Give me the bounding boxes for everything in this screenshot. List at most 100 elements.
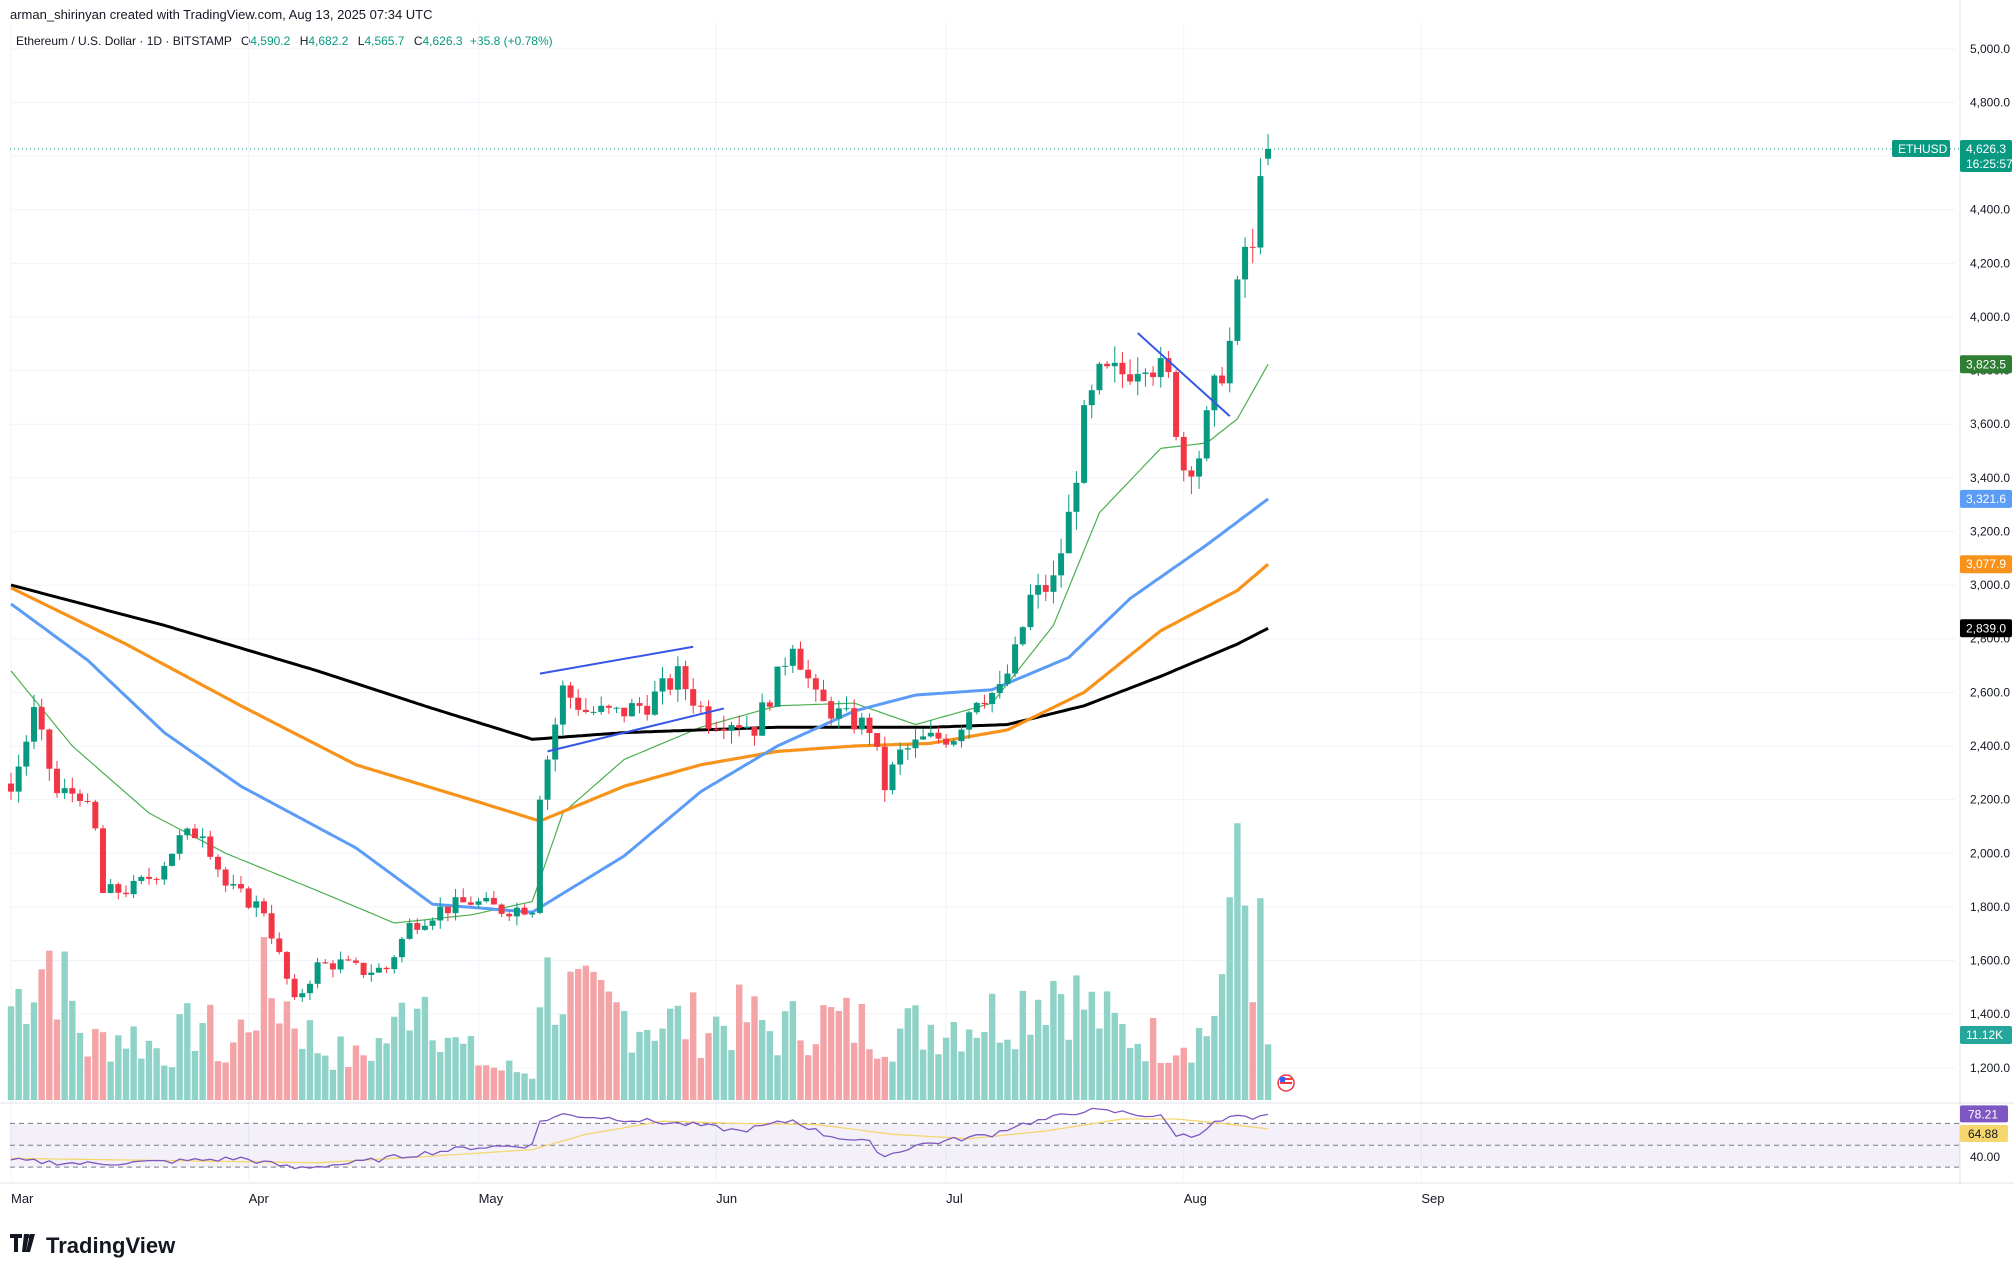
volume-bar — [812, 1044, 820, 1100]
volume-bar — [605, 991, 613, 1100]
y-tick-label: 2,400.0 — [1970, 739, 2010, 753]
candle-up — [759, 702, 766, 736]
symbol-title[interactable]: Ethereum / U.S. Dollar · 1D · BITSTAMP — [16, 34, 232, 48]
volume-bar — [689, 992, 697, 1100]
volume-bar — [843, 997, 850, 1100]
volume-bar — [421, 996, 429, 1100]
volume-bar — [1257, 898, 1264, 1100]
volume-bar — [697, 1057, 705, 1100]
candle-down — [268, 913, 275, 939]
price-labels: ETHUSD 4,626.316:25:57 3,823.5 3,321.6 3,077… — [1277, 140, 2013, 1092]
candle-up — [1234, 279, 1241, 341]
candle-down — [360, 962, 367, 975]
volume-bar — [651, 1040, 659, 1100]
volume-bar — [1126, 1047, 1134, 1100]
price-tag — [1960, 140, 2012, 173]
volume-bar — [345, 1066, 352, 1100]
volume-bar — [1134, 1043, 1141, 1100]
price-tag — [1960, 619, 2012, 638]
candle-up — [1035, 585, 1042, 595]
volume-bar — [866, 1049, 873, 1100]
countdown-text: 16:25:57 — [1966, 157, 2013, 171]
volume-bar — [191, 1050, 199, 1100]
price-tag — [1960, 555, 2012, 574]
candle-down — [881, 746, 888, 791]
candle-up — [835, 708, 842, 719]
candle-up — [107, 884, 114, 894]
candle-down — [1104, 363, 1111, 367]
candle-up — [613, 707, 620, 709]
volume-bar — [498, 1070, 505, 1100]
volume-bar — [1011, 1049, 1019, 1100]
tradingview-logo[interactable]: TradingView — [10, 1233, 175, 1259]
candle-down — [1180, 436, 1187, 471]
candle-down — [521, 907, 528, 915]
candle-down — [153, 878, 160, 880]
rsi-ma-text: 64.88 — [1968, 1127, 1998, 1141]
candle-up — [483, 897, 490, 902]
volume-bar — [1264, 1044, 1272, 1100]
candle-down — [797, 648, 804, 670]
symbol-tag — [1892, 140, 1950, 158]
candle-down — [444, 906, 451, 914]
candle-down — [1042, 585, 1049, 592]
volume-bar — [69, 1000, 76, 1100]
volume-bar — [352, 1045, 360, 1100]
candle-up — [843, 708, 850, 710]
candle-down — [943, 738, 950, 745]
volume-bar — [996, 1042, 1003, 1100]
candle-up — [368, 972, 375, 975]
candle-up — [337, 959, 344, 970]
candle-up — [958, 729, 965, 742]
x-tick-label: Mar — [11, 1191, 34, 1206]
volume-bar — [751, 996, 758, 1100]
volume-bar — [1073, 975, 1080, 1100]
candle-up — [1065, 511, 1072, 554]
volume-bar — [490, 1067, 498, 1100]
moving-averages — [10, 364, 1270, 924]
candle-down — [828, 701, 835, 719]
volume-bar — [406, 1030, 413, 1100]
change-value: +35.8 (+0.78%) — [469, 34, 553, 48]
volume-bar — [398, 1002, 406, 1100]
price-tag-text: 3,321.6 — [1966, 492, 2006, 506]
high-value: 4,682.2 — [308, 34, 349, 48]
y-tick-label: 4,800.0 — [1970, 95, 2010, 109]
y-tick-label: 2,000.0 — [1970, 846, 2010, 860]
candle-up — [1081, 405, 1088, 483]
volume-bar — [61, 951, 68, 1100]
candle-down — [506, 913, 513, 917]
volume-bar — [1042, 1025, 1049, 1100]
candle-down — [145, 876, 152, 879]
volume-bar — [76, 1032, 84, 1100]
candle-down — [53, 768, 60, 794]
volume-bar — [804, 1055, 812, 1100]
candle-up — [1142, 372, 1149, 374]
candle-down — [866, 717, 873, 734]
price-tag-text: 11.12K — [1966, 1028, 2003, 1042]
volume-bar — [544, 957, 551, 1100]
volume-bar — [1203, 1036, 1210, 1100]
candle-down — [245, 888, 252, 908]
volume-bar — [904, 1008, 912, 1100]
candle-up — [1096, 363, 1103, 391]
volume-bar — [827, 1007, 835, 1100]
volume-bar — [314, 1053, 321, 1100]
flag-upper — [539, 645, 694, 675]
volume-bar — [636, 1031, 643, 1100]
volume-bar — [1004, 1039, 1011, 1100]
open-label: O — [240, 34, 251, 48]
volume-bar — [659, 1028, 666, 1100]
candle-down — [69, 788, 76, 794]
wedge-resistance — [1137, 332, 1231, 417]
volume-bar — [1180, 1047, 1187, 1100]
tradingview-logo-icon — [10, 1234, 40, 1258]
candle-up — [889, 764, 896, 791]
candle-down — [705, 706, 712, 729]
ema50-label: 3,321.6 — [1960, 489, 2012, 508]
candle-down — [1119, 362, 1126, 375]
candle-down — [460, 897, 467, 903]
chart-credit: arman_shirinyan created with TradingView… — [10, 7, 433, 22]
volume-bar — [460, 1043, 467, 1100]
